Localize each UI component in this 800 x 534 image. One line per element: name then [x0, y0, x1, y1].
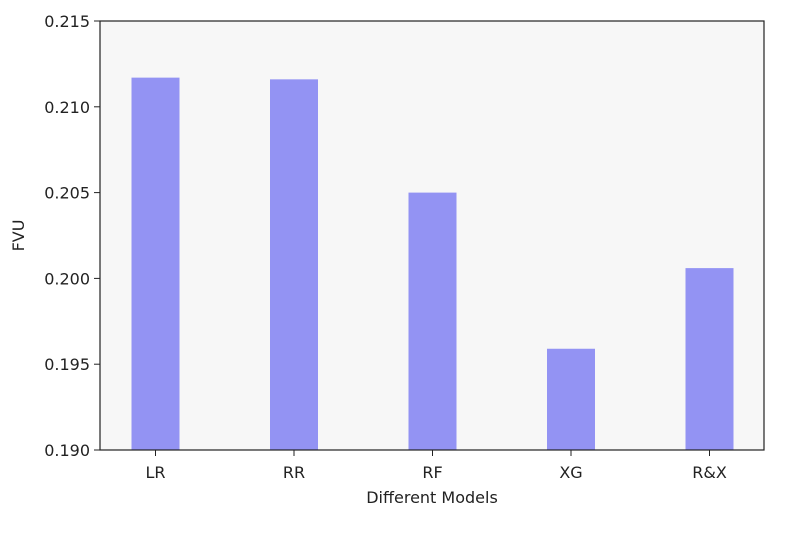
- x-axis-label: Different Models: [366, 488, 498, 507]
- y-axis-ticks: 0.190 0.195 0.200 0.205 0.210 0.215: [44, 12, 100, 460]
- x-axis-ticks: LR RR RF XG R&X: [145, 450, 727, 482]
- x-tick-label: RR: [283, 463, 305, 482]
- y-tick-label: 0.210: [44, 98, 90, 117]
- y-tick-label: 0.190: [44, 441, 90, 460]
- plot-frame: [99, 20, 765, 451]
- bar-rr: [270, 79, 318, 451]
- y-tick-label: 0.195: [44, 355, 90, 374]
- bar-xg: [547, 348, 595, 450]
- x-tick-label: LR: [145, 463, 165, 482]
- y-tick-label: 0.205: [44, 184, 90, 203]
- x-tick-label: R&X: [692, 463, 727, 482]
- bar-r-x: [685, 268, 734, 450]
- x-tick-label: RF: [422, 463, 442, 482]
- y-tick-label: 0.215: [44, 12, 90, 31]
- y-axis-label: FVU: [9, 220, 28, 252]
- y-tick-label: 0.200: [44, 269, 90, 288]
- bar-lr: [131, 77, 180, 451]
- x-tick-label: XG: [559, 463, 582, 482]
- bar-rf: [408, 192, 457, 450]
- bars-group: [131, 77, 734, 451]
